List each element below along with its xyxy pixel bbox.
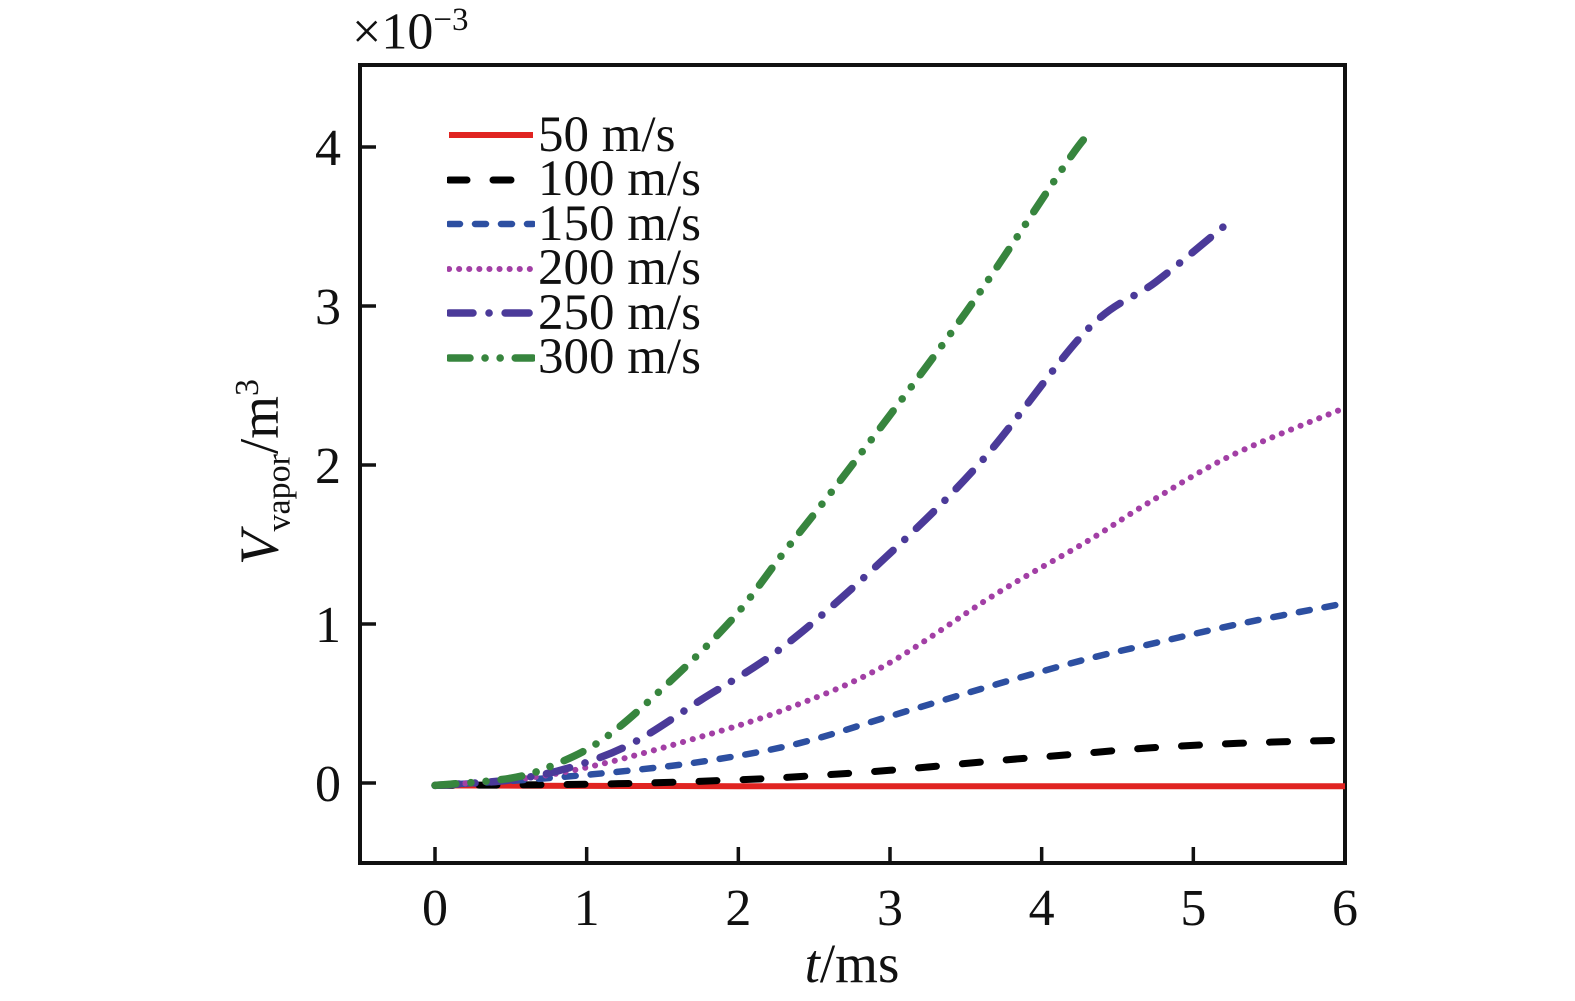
legend-item: 200 m/s	[447, 243, 701, 294]
y-axis-label: Vvapor/m3	[228, 379, 299, 565]
x-tick-label: 2	[725, 880, 751, 937]
legend-label: 250 m/s	[538, 284, 701, 341]
y-axis-symbol: V	[228, 531, 290, 566]
legend-swatch	[447, 265, 535, 272]
x-tick-label: 1	[574, 880, 600, 937]
x-tick-label: 0	[422, 880, 448, 937]
legend-item: 50 m/s	[447, 106, 701, 163]
y-axis-offset-text: ×10−3	[352, 2, 468, 61]
legend-label: 100 m/s	[538, 151, 701, 208]
y-axis-subscript: vapor	[260, 454, 298, 532]
x-axis-label: t/ms	[805, 932, 900, 995]
legend-label: 200 m/s	[538, 240, 701, 297]
x-tick-label: 4	[1029, 880, 1055, 937]
y-tick-label: 3	[315, 279, 341, 336]
offset-base: ×10	[352, 3, 434, 61]
x-tick-label: 6	[1332, 880, 1358, 937]
legend-swatch	[449, 132, 533, 139]
y-tick-label: 2	[315, 438, 341, 495]
legend-label: 300 m/s	[538, 329, 701, 386]
series-300-m-s	[431, 127, 1099, 790]
y-axis-unit: /m	[228, 395, 290, 455]
y-axis-exponent: 3	[229, 378, 267, 396]
legend-item: 150 m/s	[447, 195, 701, 252]
legend-swatch	[447, 309, 535, 317]
legend-item: 250 m/s	[447, 284, 701, 341]
legend-swatch	[447, 221, 535, 228]
x-axis-unit: /ms	[819, 933, 900, 994]
offset-exponent: −3	[433, 2, 469, 38]
series-150-m-s	[431, 600, 1349, 789]
legend-swatch	[447, 354, 535, 362]
series-200-m-s	[432, 404, 1348, 789]
x-tick-label: 5	[1180, 880, 1206, 937]
x-tick-label: 3	[877, 880, 903, 937]
legend-label: 150 m/s	[538, 195, 701, 252]
series-100-m-s	[431, 736, 1349, 789]
legend-label: 50 m/s	[538, 106, 676, 163]
x-axis-symbol: t	[804, 933, 820, 994]
legend: 50 m/s 100 m/s 150 m/s 200 m/s 250 m/s 300 m/…	[447, 106, 701, 383]
legend-swatch	[447, 176, 535, 184]
legend-item: 300 m/s	[447, 332, 701, 383]
legend-item: 100 m/s	[447, 154, 701, 205]
y-tick-label: 1	[315, 597, 341, 654]
y-tick-label: 0	[315, 756, 341, 813]
y-tick-label: 4	[315, 120, 341, 177]
series-250-m-s	[431, 222, 1228, 790]
